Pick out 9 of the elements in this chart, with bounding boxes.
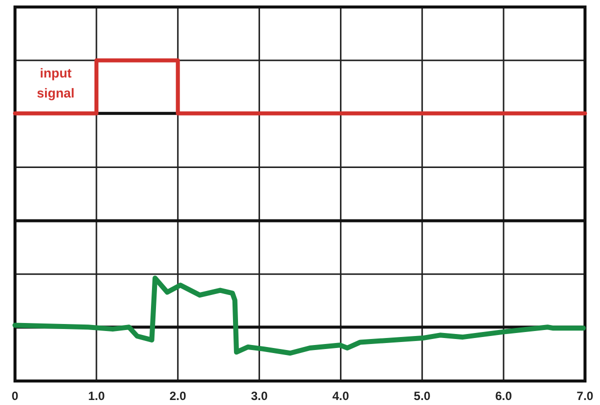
x-tick-label: 6.0	[495, 389, 512, 403]
x-tick-label: 5.0	[414, 389, 431, 403]
x-tick-label: 0	[12, 389, 19, 403]
x-tick-label: 3.0	[250, 389, 268, 403]
x-tick-label: 7.0	[576, 389, 594, 403]
x-tick-label: 1.0	[88, 389, 106, 403]
series-label: input signal	[36, 65, 75, 100]
x-tick-label: 4.0	[332, 389, 350, 403]
x-tick-label: 2.0	[170, 389, 187, 403]
